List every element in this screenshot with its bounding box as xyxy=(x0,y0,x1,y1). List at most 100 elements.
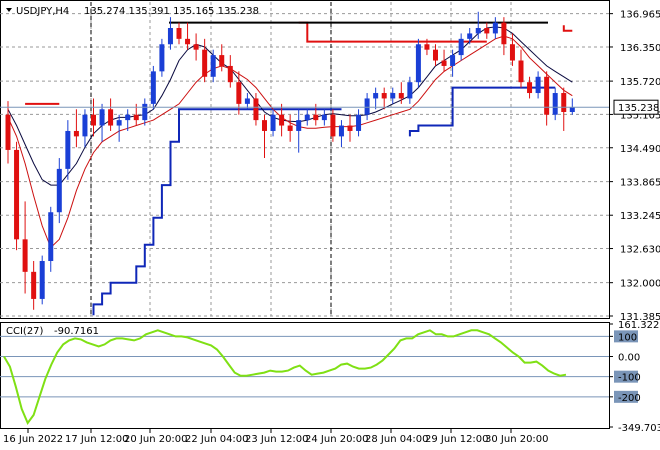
price-tick-label: 136.350 xyxy=(620,43,660,54)
candle xyxy=(501,17,507,56)
candle xyxy=(347,114,353,142)
candle-body xyxy=(527,82,533,94)
price-tick-label: 132.000 xyxy=(620,279,660,290)
candle-body xyxy=(501,22,507,45)
candle-body xyxy=(133,114,139,121)
donchian-lower-line xyxy=(92,86,556,316)
candle xyxy=(185,22,191,50)
candle-body xyxy=(313,114,319,121)
candle xyxy=(433,44,438,66)
time-tick-label: 28 Jun 04:00 xyxy=(365,434,429,445)
price-panel xyxy=(0,0,610,319)
candle xyxy=(484,22,490,39)
candle-body xyxy=(492,22,498,34)
cci-level-tag xyxy=(614,390,638,403)
price-tick-label: 133.245 xyxy=(620,211,660,222)
time-tick-label: 20 Jun 20:00 xyxy=(124,434,188,445)
candle-body xyxy=(304,114,310,121)
current-price-box xyxy=(613,99,659,115)
candle-body xyxy=(56,168,62,213)
candle-body xyxy=(125,114,131,121)
candle-body xyxy=(458,38,464,56)
candle xyxy=(304,109,310,126)
cci-grid xyxy=(0,335,609,398)
candle xyxy=(31,261,37,310)
cci-tick-label: 161.322 xyxy=(618,320,659,331)
candle xyxy=(390,87,396,104)
candle xyxy=(552,87,558,121)
candle-body xyxy=(244,98,250,104)
donchian-upper-line xyxy=(25,21,573,105)
candle-body xyxy=(475,28,481,34)
candle-body xyxy=(338,125,344,137)
candle xyxy=(527,76,533,99)
symbol-dropdown-icon[interactable] xyxy=(6,8,12,12)
candle-body xyxy=(91,114,96,126)
candle xyxy=(262,114,267,159)
time-tick-label: 24 Jun 20:00 xyxy=(305,434,369,445)
candle-body xyxy=(467,33,473,39)
current-price-tag: 135.238 xyxy=(613,99,659,115)
candle-body xyxy=(373,93,379,99)
cci-level-tag xyxy=(614,370,638,383)
candle-body xyxy=(296,120,302,131)
candle xyxy=(279,103,285,137)
candle-body xyxy=(415,44,421,83)
candle-body xyxy=(262,120,267,131)
candle xyxy=(244,93,250,110)
candle xyxy=(296,109,302,153)
candle xyxy=(364,93,370,121)
symbol-label: USDJPY,H4 xyxy=(16,6,69,17)
candle xyxy=(544,71,550,126)
candle xyxy=(321,109,327,126)
candle xyxy=(22,201,28,294)
candle xyxy=(14,141,20,251)
candle xyxy=(424,38,430,56)
candle xyxy=(467,28,473,45)
candle-body xyxy=(142,103,148,121)
candle xyxy=(150,65,156,110)
candle xyxy=(569,98,575,115)
candle-body xyxy=(569,107,575,112)
candle xyxy=(407,76,413,104)
candle xyxy=(373,87,379,110)
price-layer xyxy=(0,11,609,316)
candle xyxy=(193,33,199,61)
candle-body xyxy=(544,76,550,115)
candle-body xyxy=(176,28,182,39)
candle-body xyxy=(116,120,122,126)
candle xyxy=(253,93,259,126)
candle-body xyxy=(364,98,370,115)
candle xyxy=(415,38,421,88)
cci-tick-label: -349.703 xyxy=(618,423,660,434)
candle-body xyxy=(407,82,413,99)
candle xyxy=(159,38,165,77)
price-tick-label: 135.105 xyxy=(620,110,660,121)
candle-body xyxy=(48,212,54,262)
time-tick-label: 16 Jun 2022 xyxy=(3,434,63,445)
candle xyxy=(398,82,404,104)
candle xyxy=(39,255,45,305)
candle xyxy=(202,38,208,83)
candle xyxy=(287,114,293,142)
candle-body xyxy=(5,114,11,150)
candle-body xyxy=(433,49,438,61)
price-tick-label: 135.720 xyxy=(620,77,660,88)
candle-body xyxy=(279,114,285,126)
cci-level-tag xyxy=(614,330,638,343)
cci-value-label: -90.7161 xyxy=(54,326,99,337)
candle xyxy=(458,33,464,61)
candle-body xyxy=(22,239,28,272)
cci-panel xyxy=(0,322,610,429)
candle xyxy=(82,109,88,148)
candle-body xyxy=(236,82,242,104)
ohlc-label: 135.274 135.391 135.165 135.238 xyxy=(84,6,259,17)
candle xyxy=(561,87,567,131)
candle-body xyxy=(450,55,456,66)
candle xyxy=(142,98,148,126)
candle-body xyxy=(253,98,259,121)
candle-body xyxy=(330,114,336,137)
candle-body xyxy=(210,55,216,77)
candle-body xyxy=(82,114,88,137)
